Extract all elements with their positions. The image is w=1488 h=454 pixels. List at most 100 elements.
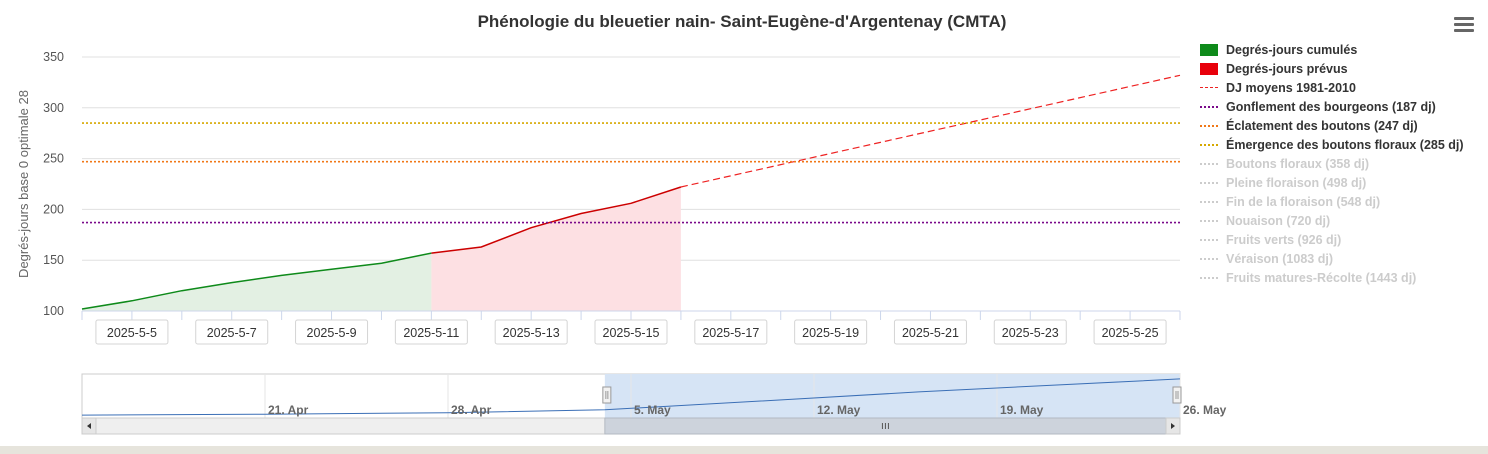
- arrow-left-glyph: [87, 423, 91, 429]
- page-footer-strip: [0, 446, 1488, 454]
- y-tick-label: 300: [43, 101, 64, 115]
- legend-item[interactable]: Éclatement des boutons (247 dj): [1200, 116, 1485, 135]
- series-line-1: [431, 186, 682, 254]
- legend-item[interactable]: Degrés-jours prévus: [1200, 59, 1485, 78]
- navigator-series-line: [81, 378, 1181, 416]
- legend-line-swatch: [1200, 181, 1218, 184]
- y-axis-ticks: 100 150 200 250 300 350: [43, 50, 64, 318]
- legend-color-swatch: [1200, 62, 1218, 75]
- x-tick-label-box: [295, 319, 369, 345]
- y-axis-title: Degrés-jours base 0 optimale 28: [16, 90, 31, 278]
- x-tick-label: 2025-5-9: [307, 326, 357, 340]
- x-tick-label-box: [195, 319, 269, 345]
- navigator[interactable]: 21. Apr 28. Apr 5. May 12. May 19. May 26. Ma…: [81, 373, 1227, 419]
- chart-legend: Degrés-jours cumulés Degrés-jours prévus D…: [1200, 40, 1485, 287]
- x-tick-label-box: [394, 319, 468, 345]
- x-tick-label-box: [993, 319, 1067, 345]
- navigator-date-label: 26. May: [1183, 403, 1227, 417]
- legend-label: Éclatement des boutons (247 dj): [1226, 118, 1418, 133]
- x-axis: 2025-5-5 2025-5-7 2025-5-9 2025-5-11 2025-5-…: [81, 310, 1181, 345]
- legend-label: Émergence des boutons floraux (285 dj): [1226, 137, 1464, 152]
- legend-item[interactable]: DJ moyens 1981-2010: [1200, 78, 1485, 97]
- legend-item[interactable]: Fruits matures-Récolte (1443 dj): [1200, 268, 1485, 287]
- legend-item[interactable]: Véraison (1083 dj): [1200, 249, 1485, 268]
- legend-label: DJ moyens 1981-2010: [1226, 80, 1356, 95]
- x-tick-label-box: [494, 319, 568, 345]
- scrollbar[interactable]: [81, 417, 1181, 435]
- threshold-lines: [82, 122, 1180, 224]
- arrow-left-icon[interactable]: [81, 417, 97, 435]
- navigator-date-label: 28. Apr: [451, 403, 492, 417]
- legend-item[interactable]: Gonflement des bourgeons (187 dj): [1200, 97, 1485, 116]
- series-area-1: [431, 187, 681, 311]
- navigator-handle[interactable]: [602, 386, 612, 404]
- arrow-right-glyph: [1171, 423, 1175, 429]
- x-tick-label: 2025-5-13: [503, 326, 560, 340]
- legend-item[interactable]: Fin de la floraison (548 dj): [1200, 192, 1485, 211]
- legend-label: Degrés-jours cumulés: [1226, 42, 1358, 57]
- series-line-0: [81, 252, 432, 310]
- x-tick-label: 2025-5-19: [802, 326, 859, 340]
- x-tick-label-box: [893, 319, 967, 345]
- series-line-2: [680, 74, 1181, 188]
- x-tick-label: 2025-5-5: [107, 326, 157, 340]
- navigator-selection: [604, 374, 1180, 418]
- legend-label: Gonflement des bourgeons (187 dj): [1226, 99, 1436, 114]
- legend-label: Boutons floraux (358 dj): [1226, 156, 1370, 171]
- legend-line-swatch: [1200, 238, 1218, 241]
- legend-label: Véraison (1083 dj): [1226, 251, 1333, 266]
- legend-line-swatch: [1200, 162, 1218, 165]
- legend-label: Degrés-jours prévus: [1226, 61, 1348, 76]
- legend-label: Fruits verts (926 dj): [1226, 232, 1342, 247]
- navigator-handle-body: [1172, 386, 1182, 404]
- legend-line-swatch: [1200, 105, 1218, 108]
- legend-item[interactable]: Pleine floraison (498 dj): [1200, 173, 1485, 192]
- legend-line-swatch: [1200, 219, 1218, 222]
- x-tick-label: 2025-5-11: [403, 326, 459, 340]
- legend-label: Pleine floraison (498 dj): [1226, 175, 1367, 190]
- hamburger-menu-icon[interactable]: [1452, 14, 1476, 36]
- navigator-handle[interactable]: [1172, 386, 1182, 404]
- navigator-date-label: 12. May: [817, 403, 861, 417]
- legend-line-swatch: [1200, 200, 1218, 203]
- x-tick-label: 2025-5-23: [1002, 326, 1059, 340]
- arrow-right-icon[interactable]: [1165, 417, 1181, 435]
- legend-line-swatch: [1200, 87, 1218, 88]
- plot-series: [81, 74, 1181, 311]
- y-tick-label: 100: [43, 304, 64, 318]
- legend-item[interactable]: Nouaison (720 dj): [1200, 211, 1485, 230]
- legend-line-swatch: [1200, 257, 1218, 260]
- x-tick-label-box: [694, 319, 768, 345]
- x-tick-label-box: [794, 319, 868, 345]
- legend-line-swatch: [1200, 124, 1218, 127]
- legend-color-swatch: [1200, 43, 1218, 56]
- x-tick-label-box: [95, 319, 169, 345]
- legend-item[interactable]: Boutons floraux (358 dj): [1200, 154, 1485, 173]
- legend-item[interactable]: Fruits verts (926 dj): [1200, 230, 1485, 249]
- legend-line-swatch: [1200, 276, 1218, 279]
- x-tick-label-box: [594, 319, 668, 345]
- legend-item[interactable]: Degrés-jours cumulés: [1200, 40, 1485, 59]
- y-tick-label: 200: [43, 202, 64, 216]
- legend-line-swatch: [1200, 143, 1218, 146]
- navigator-handle-body: [602, 386, 612, 404]
- x-tick-label: 2025-5-17: [702, 326, 759, 340]
- navigator-date-label: 19. May: [1000, 403, 1044, 417]
- x-tick-label: 2025-5-25: [1102, 326, 1159, 340]
- y-tick-label: 350: [43, 50, 64, 64]
- x-tick-label: 2025-5-7: [207, 326, 257, 340]
- x-tick-label: 2025-5-21: [902, 326, 959, 340]
- x-tick-label-box: [1093, 319, 1167, 345]
- x-tick-label: 2025-5-15: [603, 326, 660, 340]
- legend-label: Fin de la floraison (548 dj): [1226, 194, 1381, 209]
- y-tick-label: 150: [43, 253, 64, 267]
- navigator-date-label: 21. Apr: [268, 403, 309, 417]
- chart-title: Phénologie du bleuetier nain- Saint-Eugè…: [478, 12, 1007, 31]
- legend-label: Nouaison (720 dj): [1226, 213, 1331, 228]
- legend-item[interactable]: Émergence des boutons floraux (285 dj): [1200, 135, 1485, 154]
- series-area-0: [82, 253, 432, 311]
- legend-label: Fruits matures-Récolte (1443 dj): [1226, 270, 1417, 285]
- navigator-date-label: 5. May: [634, 403, 671, 417]
- y-tick-label: 250: [43, 152, 64, 166]
